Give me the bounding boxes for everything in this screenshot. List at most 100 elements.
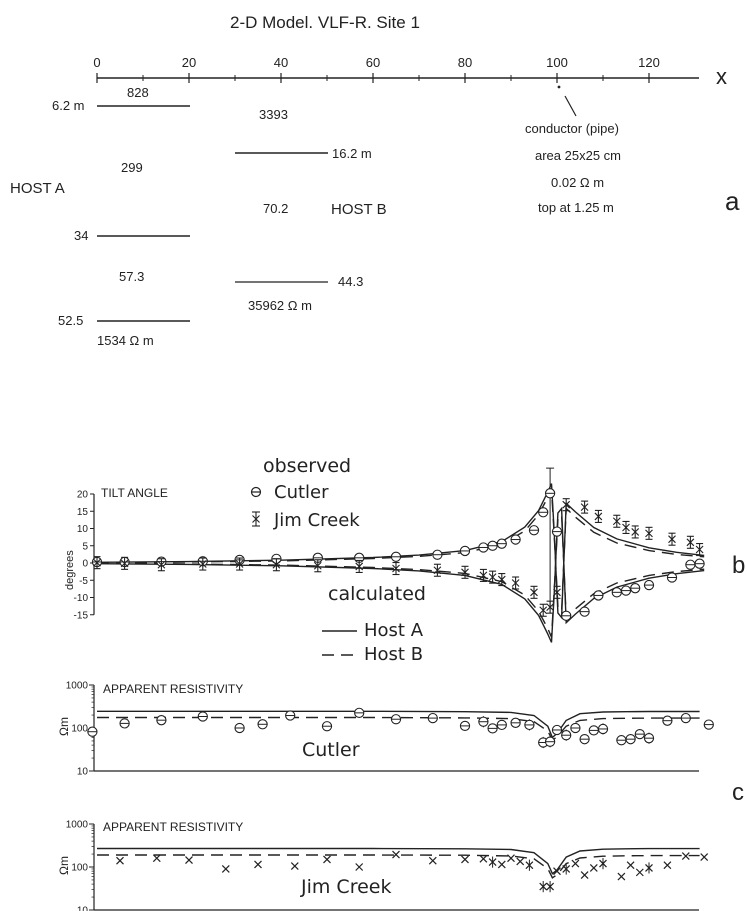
circle-marker [156,715,167,726]
cross-marker [290,862,299,871]
model-x-tick-label: 100 [546,55,568,70]
cross-marker [626,861,635,870]
cross-marker [185,856,193,864]
host-b-depth-1: 16.2 m [332,146,372,161]
res-y-tick-label: 1000 [66,820,89,831]
circle-marker [459,545,471,557]
conductor-line-4: top at 1.25 m [538,200,614,215]
tilt-angle-panel: TILT ANGLE degrees b observed Cutler Jim… [64,455,745,665]
circle-marker [551,724,563,736]
cross-marker [116,856,124,865]
circle-marker [643,579,655,591]
circle-marker [234,722,245,734]
host-a-resistivity-1: 828 [127,85,149,100]
circle-marker [524,719,535,731]
asterisk-marker [157,558,166,572]
conductor-line-1: conductor (pipe) [525,121,619,136]
cross-marker [645,864,653,872]
tilt-ylabel: degrees [64,550,76,590]
cross-marker [635,868,644,877]
res-curve-solid [97,847,700,875]
asterisk-marker [497,573,506,587]
asterisk-marker [461,565,469,579]
asterisk-marker [553,585,561,599]
cross-marker [681,852,690,860]
asterisk-marker [433,563,442,577]
host-b-resistivity-3: 35962 Ω m [248,298,312,313]
host-a-depth-3: 52.5 [58,313,83,328]
model-x-tick-label: 60 [366,55,380,70]
circle-marker [197,711,208,722]
cross-marker [497,860,506,869]
cross-marker [152,854,161,863]
circle-marker [703,719,714,730]
cross-marker [663,861,672,870]
cross-marker [355,863,364,871]
res2-ylabel: Ωm [57,856,71,875]
res-y-tick-label: 10 [77,906,89,911]
cross-marker [507,854,515,863]
resistivity-jim-creek-panel: APPARENT RESISTIVITY Ωm Jim Creek 1000 10… [57,820,709,911]
model-x-tick-label: 40 [274,55,288,70]
res2-title: APPARENT RESISTIVITY [103,820,243,834]
circle-marker [630,583,641,594]
circle-marker [662,715,673,726]
circle-marker [427,712,438,724]
circle-marker [459,720,471,732]
tilt-title: TILT ANGLE [101,486,168,500]
asterisk-marker [198,557,207,571]
circle-marker [588,725,599,736]
res1-series-label: Cutler [302,739,360,761]
model-x-label: x [716,64,727,89]
tilt-y-tick-label: -10 [74,593,89,604]
tilt-y-tick-label: 0 [82,559,88,570]
res1-title: APPARENT RESISTIVITY [103,682,243,696]
conductor-leader-line [564,95,577,117]
legend-jim-creek-label: Jim Creek [273,510,360,531]
circle-marker [432,549,443,560]
asterisk-marker [392,561,400,576]
host-a-resistivity-4: 1534 Ω m [97,333,154,348]
tilt-y-tick-label: 5 [82,541,88,552]
circle-marker [390,714,402,725]
cross-marker [525,861,534,870]
asterisk-marker [580,500,589,514]
asterisk-marker [562,498,571,512]
cross-marker [516,857,525,866]
circle-marker [544,488,556,499]
tilt-y-tick-label: -15 [74,610,89,621]
legend-observed-title: observed [263,455,351,477]
asterisk-marker [686,535,695,549]
circle-marker [597,723,609,735]
cross-marker [546,882,555,891]
cross-marker [539,882,548,891]
cross-marker [488,858,497,867]
circle-marker [634,728,645,740]
tilt-y-tick-label: 15 [77,507,89,518]
circle-marker [561,610,572,621]
tilt-y-tick-label: 20 [77,490,89,501]
tilt-y-tick-label: 10 [77,524,89,535]
host-a-resistivity-3: 57.3 [119,269,144,284]
cross-marker [571,859,580,868]
cross-marker [599,859,607,868]
circle-marker [616,735,627,746]
legend-cutler-label: Cutler [274,482,329,503]
conductor-line-3: 0.02 Ω m [551,175,604,190]
asterisk-marker [511,576,520,590]
model-x-tick-label: 120 [638,55,660,70]
cross-marker [700,853,709,862]
asterisk-marker [631,525,640,539]
res-y-tick-label: 1000 [66,681,89,692]
asterisk-marker [594,509,603,523]
res1-ylabel: Ωm [57,717,71,736]
circle-marker [593,590,604,601]
circle-marker [487,540,498,551]
circle-marker [87,726,98,737]
asterisk-marker [93,556,101,570]
circle-marker [620,585,632,596]
cross-marker [580,871,589,879]
circle-marker [538,507,549,518]
host-a-depth-1: 6.2 m [52,98,85,113]
